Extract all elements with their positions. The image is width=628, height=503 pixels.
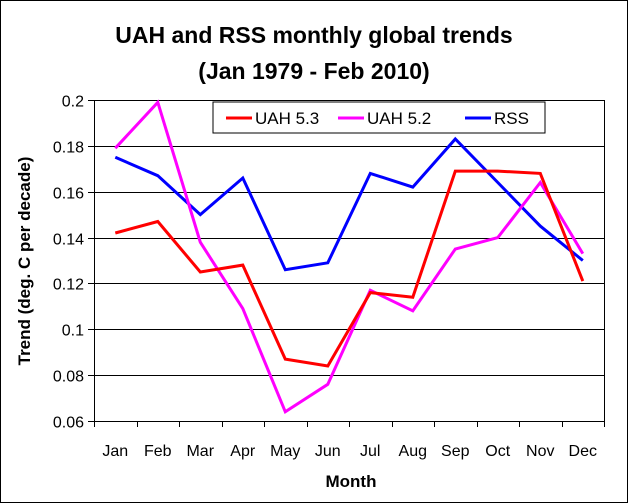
series-line-rss [114,136,584,272]
x-tick-label: Nov [526,443,554,460]
chart-subtitle: (Jan 1979 - Feb 2010) [198,58,430,84]
legend: UAH 5.3 UAH 5.2 RSS [212,101,546,134]
y-tick-label: 0.2 [62,94,84,111]
x-tick-label: Mar [186,443,214,460]
x-tick-label: Oct [485,443,510,460]
x-tick-label: Dec [569,443,597,460]
y-tick-label: 0.12 [53,277,84,294]
x-tick-label: May [270,443,300,460]
y-tick-label: 0.14 [53,232,84,249]
series-line-uah-5-2 [114,99,585,415]
y-tick-label: 0.06 [53,415,84,432]
y-tick-label: 0.08 [53,369,84,386]
legend-label: RSS [494,109,529,128]
x-tick-label: Apr [230,443,256,460]
y-axis-label: Trend (deg. C per decade) [15,157,34,366]
y-tick-labels: 0.06 0.08 0.1 0.12 0.14 0.16 0.18 0.2 [53,94,84,432]
y-tick-label: 0.18 [53,140,84,157]
series-line-uah-5-3 [114,169,585,368]
axes [88,100,605,427]
legend-label: UAH 5.2 [367,109,431,128]
x-tick-label: Sep [441,443,470,460]
chart-title: UAH and RSS monthly global trends [115,22,513,48]
legend-label: UAH 5.3 [255,109,319,128]
x-tick-label: Aug [399,443,427,460]
x-tick-labels: Jan Feb Mar Apr May Jun Jul Aug Sep Oct Nov Dec [102,443,597,460]
x-tick-label: Feb [144,443,172,460]
x-tick-label: Jul [360,443,380,460]
x-tick-label: Jun [315,443,341,460]
x-tick-label: Jan [102,443,128,460]
y-tick-label: 0.1 [62,323,84,340]
series-lines [114,99,585,415]
x-axis-label: Month [326,472,377,491]
y-tick-label: 0.16 [53,186,84,203]
